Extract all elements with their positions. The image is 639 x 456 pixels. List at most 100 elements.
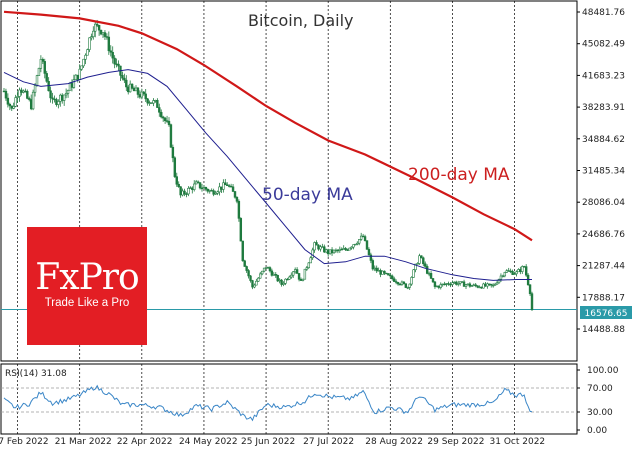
candle-body <box>220 186 223 190</box>
candle-body <box>441 283 444 286</box>
candle-body <box>187 187 190 195</box>
candle-body <box>439 284 442 288</box>
candle-body <box>282 283 285 285</box>
candle-body <box>383 270 386 274</box>
candle-body <box>169 124 173 148</box>
candle-body <box>476 285 479 288</box>
candle-body <box>241 240 244 262</box>
candle-body <box>315 242 318 246</box>
candle-body <box>231 186 235 192</box>
candle-body <box>208 190 211 192</box>
candle-body <box>150 102 153 104</box>
main-pane-frame <box>0 0 578 362</box>
candle-body <box>425 266 429 274</box>
candle-body <box>385 272 388 275</box>
candle-body <box>445 283 448 285</box>
candle-body <box>513 273 516 275</box>
candle-body <box>344 248 347 251</box>
candle-body <box>171 146 175 159</box>
candle-body <box>354 243 357 246</box>
candle-body <box>491 284 495 287</box>
candle-body <box>61 94 64 101</box>
candle-body <box>311 249 314 259</box>
candle-body <box>292 271 295 276</box>
candle-body <box>361 235 365 238</box>
candle-body <box>251 280 254 288</box>
candle-body <box>435 285 439 288</box>
candle-body <box>127 86 130 93</box>
candle-body <box>278 279 281 282</box>
candle-body <box>356 242 359 245</box>
candle-body <box>484 283 487 287</box>
candles <box>2 19 534 311</box>
candle-body <box>453 281 456 284</box>
candle-body <box>523 266 526 268</box>
candle-body <box>499 275 503 280</box>
candle-body <box>175 176 178 185</box>
candle-body <box>389 274 392 277</box>
candle-body <box>165 120 169 122</box>
candle-body <box>528 284 532 294</box>
candle-body <box>299 279 303 281</box>
candle-body <box>490 283 493 286</box>
candle-body <box>18 89 21 97</box>
candle-body <box>125 79 128 88</box>
candle-body <box>400 281 404 285</box>
candle-body <box>62 94 66 101</box>
price-tick-label: 34884.62 <box>582 135 625 145</box>
candle-body <box>146 98 149 104</box>
candle-body <box>427 273 431 275</box>
candle-body <box>464 284 468 287</box>
candle-body <box>148 102 151 104</box>
candle-body <box>433 281 437 287</box>
candle-body <box>313 242 316 251</box>
candle-body <box>505 270 508 273</box>
candle-body <box>64 93 68 96</box>
candle-body <box>480 286 483 289</box>
candle-body <box>379 270 382 275</box>
candle-body <box>28 98 31 100</box>
candle-body <box>204 186 208 190</box>
candle-body <box>142 91 145 95</box>
candle-body <box>431 278 435 283</box>
time-tick-label: 27 Jul 2022 <box>303 437 354 447</box>
candle-body <box>519 269 522 272</box>
candle-body <box>391 275 394 280</box>
candle-body <box>404 283 408 288</box>
candle-body <box>206 188 210 192</box>
candle-body <box>437 285 441 288</box>
candle-body <box>286 278 289 281</box>
candle-body <box>179 186 182 196</box>
time-tick-label: 24 May 2022 <box>179 437 238 447</box>
candle-body <box>486 283 489 287</box>
candle-body <box>237 200 241 219</box>
candle-body <box>185 193 188 195</box>
price-tick-label: 45082.49 <box>582 40 625 50</box>
candle-body <box>257 277 260 282</box>
time-tick-label: 31 Oct 2022 <box>490 437 546 447</box>
candle-body <box>358 239 361 244</box>
rsi-tick-label: 30.00 <box>587 408 613 418</box>
candle-body <box>301 278 305 281</box>
candle-body <box>144 93 147 100</box>
current-price-box <box>580 306 632 319</box>
time-tick-label: 28 Aug 2022 <box>365 437 423 447</box>
candle-body <box>245 266 248 271</box>
candle-body <box>328 249 332 255</box>
candle-body <box>387 273 390 276</box>
candle-body <box>140 91 144 98</box>
candle-body <box>424 263 427 267</box>
candle-body <box>462 281 466 287</box>
candle-body <box>35 75 39 86</box>
candle-body <box>160 111 163 118</box>
candle-body <box>55 99 58 105</box>
candle-body <box>105 36 109 38</box>
candle-body <box>202 186 206 189</box>
candle-body <box>233 191 237 198</box>
candle-body <box>22 90 25 93</box>
candle-body <box>222 182 225 190</box>
candle-body <box>470 285 474 287</box>
candle-body <box>394 281 398 283</box>
candle-body <box>493 283 497 286</box>
time-tick-label: 29 Sep 2022 <box>427 437 484 447</box>
